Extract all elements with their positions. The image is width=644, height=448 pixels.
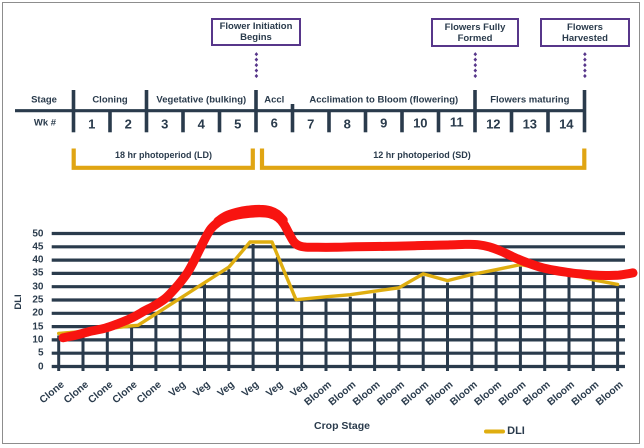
svg-text:Veg: Veg — [167, 379, 188, 399]
svg-text:Veg: Veg — [191, 379, 212, 399]
svg-text:Clone: Clone — [135, 379, 164, 406]
svg-text:Clone: Clone — [38, 379, 67, 406]
svg-text:Veg: Veg — [264, 379, 285, 399]
svg-text:Veg: Veg — [216, 379, 237, 399]
svg-text:Clone: Clone — [111, 379, 140, 406]
svg-text:Veg: Veg — [240, 379, 261, 399]
svg-text:Clone: Clone — [86, 379, 115, 406]
svg-text:Bloom: Bloom — [594, 379, 625, 408]
svg-text:Clone: Clone — [62, 379, 91, 406]
